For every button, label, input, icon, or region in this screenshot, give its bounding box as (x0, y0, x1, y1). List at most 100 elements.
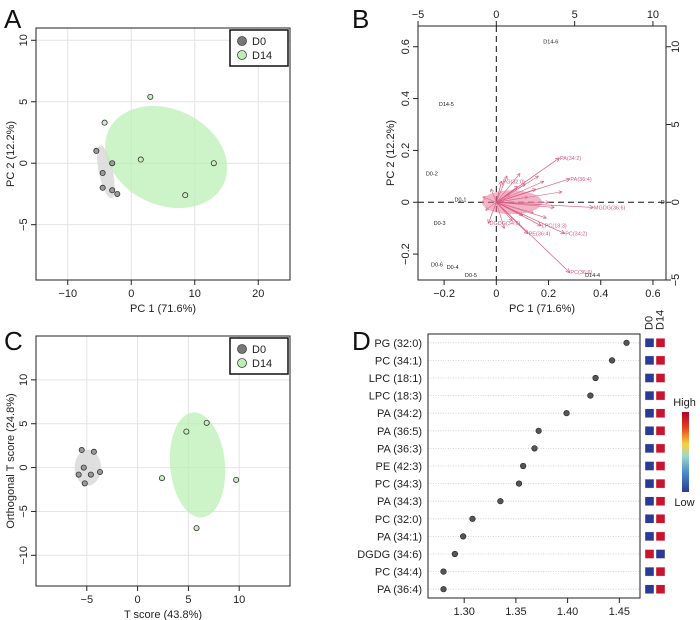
heat-cell (644, 584, 655, 594)
y-tick-label: −0.2 (400, 243, 412, 265)
panel-c: −5 0 5 10 −10 −5 0 5 10 T score (43.8%) Orthogonal… (5, 335, 291, 620)
x-tick-label: 1.30 (453, 606, 474, 618)
x-axis-label: PC 1 (71.6%) (130, 303, 196, 315)
heat-cell (644, 461, 655, 471)
x-tick-label: 0.6 (645, 288, 660, 300)
category-label: LPC (18:3) (369, 391, 422, 403)
plot-frame (35, 335, 291, 587)
plot-frame (417, 25, 667, 281)
plot-frame (427, 333, 641, 599)
sample-label: D14-1 (661, 200, 676, 206)
sample-label: D0-5 (465, 273, 477, 279)
y-tick-label: 10 (18, 374, 30, 386)
loading-arrow (496, 201, 593, 207)
y-tick-label: 0.4 (400, 91, 412, 106)
loading-label: PC(34:2) (565, 231, 587, 237)
sample-label: D14-5 (439, 102, 454, 108)
point-d0 (114, 190, 121, 197)
legend-label-d14: D14 (252, 50, 272, 62)
sample-label: D0-4 (447, 265, 459, 271)
plot-frame (35, 27, 291, 281)
colorbar (682, 412, 689, 492)
vip-point (623, 339, 630, 346)
vip-point (497, 498, 504, 505)
x-tick-label: 0.2 (541, 288, 556, 300)
heat-cell (655, 461, 666, 471)
y-tick-label: 0 (400, 199, 412, 205)
legend-label-d0: D0 (252, 344, 266, 356)
loading-label: DGDG(34:6) (489, 221, 520, 227)
panel-label-c: C (4, 326, 23, 356)
point-d0 (87, 471, 94, 478)
loading-label: PC(36:6) (570, 270, 592, 276)
point-d0 (109, 160, 116, 167)
x-tick-label: −0.2 (433, 288, 455, 300)
category-label: PA (36:3) (377, 443, 422, 455)
heat-cell (644, 390, 655, 401)
x-tick-label: 0 (493, 288, 499, 300)
ellipse-d14 (105, 106, 228, 209)
panel-b: PA(34:2) PA(36:4) MGDG(36:6) PC(34:2) PC(36:… (385, 9, 682, 315)
loading-label: PA(36:4) (570, 177, 591, 183)
point-d14 (101, 119, 108, 126)
heat-cell (655, 566, 666, 577)
heat-cell (644, 549, 655, 559)
top-tick-label: 5 (572, 9, 578, 21)
point-d0 (97, 468, 104, 475)
right-tick-label: 10 (670, 41, 682, 53)
top-tick-label: 0 (493, 9, 499, 21)
loading-arrow (496, 158, 559, 203)
vip-point (440, 568, 447, 575)
heat-cell (655, 443, 666, 454)
heat-cell (655, 373, 666, 383)
ellipse-d0 (97, 145, 115, 199)
plot-area (93, 93, 228, 209)
loading-arrow (495, 182, 501, 203)
vip-point (535, 427, 542, 434)
point-d0 (99, 184, 106, 191)
y-tick-label: −5 (18, 505, 30, 518)
category-label: DGDG (34:6) (357, 549, 422, 561)
point-d0 (90, 448, 97, 455)
heat-cell (644, 566, 655, 577)
right-tick-label: −5 (670, 274, 682, 287)
x-tick-label: 5 (185, 594, 191, 606)
y-tick-label: 5 (18, 421, 30, 427)
point-d0 (99, 170, 106, 177)
category-label: PA (34:1) (377, 531, 422, 543)
colorbar-high-label: High (673, 397, 696, 409)
y-tick-label: 0.6 (400, 39, 412, 54)
vip-point (608, 357, 616, 364)
sample-label: D0-3 (434, 221, 446, 227)
loading-arrow (496, 201, 564, 233)
category-label: PC (34:1) (375, 355, 422, 367)
heat-cell (644, 338, 655, 348)
y-axis-label: PC 2 (12.2%) (5, 121, 17, 187)
panel-d: PG (32:0) PC (34:1) LPC (18:1) LPC (18:3) PA… (357, 310, 696, 618)
sample-label: D0-1 (455, 198, 467, 204)
right-tick-label: 5 (670, 121, 682, 127)
category-label: PG (32:0) (374, 338, 422, 350)
category-label: PA (36:4) (377, 584, 422, 596)
vip-point (587, 392, 594, 399)
x-tick-label: 0 (128, 288, 134, 300)
top-tick-label: −5 (412, 9, 425, 21)
ellipse-d14 (169, 412, 226, 518)
x-axis-label: PC 1 (71.6%) (509, 303, 575, 315)
vip-point (531, 445, 538, 452)
loading-label: MGDG(36:6) (594, 205, 626, 211)
y-tick-label: 10 (18, 34, 30, 46)
x-tick-label: 1.35 (505, 606, 526, 618)
x-axis-label: T score (43.8%) (124, 609, 202, 620)
loading-label: LPC(18:3) (542, 224, 567, 230)
category-label: PC (34:4) (375, 567, 422, 579)
sample-label: D14-6 (543, 40, 558, 46)
legend-marker-d0 (237, 344, 247, 354)
heat-cell (655, 531, 666, 542)
y-tick-label: 5 (18, 99, 30, 105)
x-tick-label: −10 (58, 288, 77, 300)
colorbar-low-label: Low (674, 497, 694, 509)
loading-label: PE(36:4) (529, 231, 551, 237)
plot-area (74, 412, 240, 532)
category-label: PC (34:3) (375, 479, 422, 491)
